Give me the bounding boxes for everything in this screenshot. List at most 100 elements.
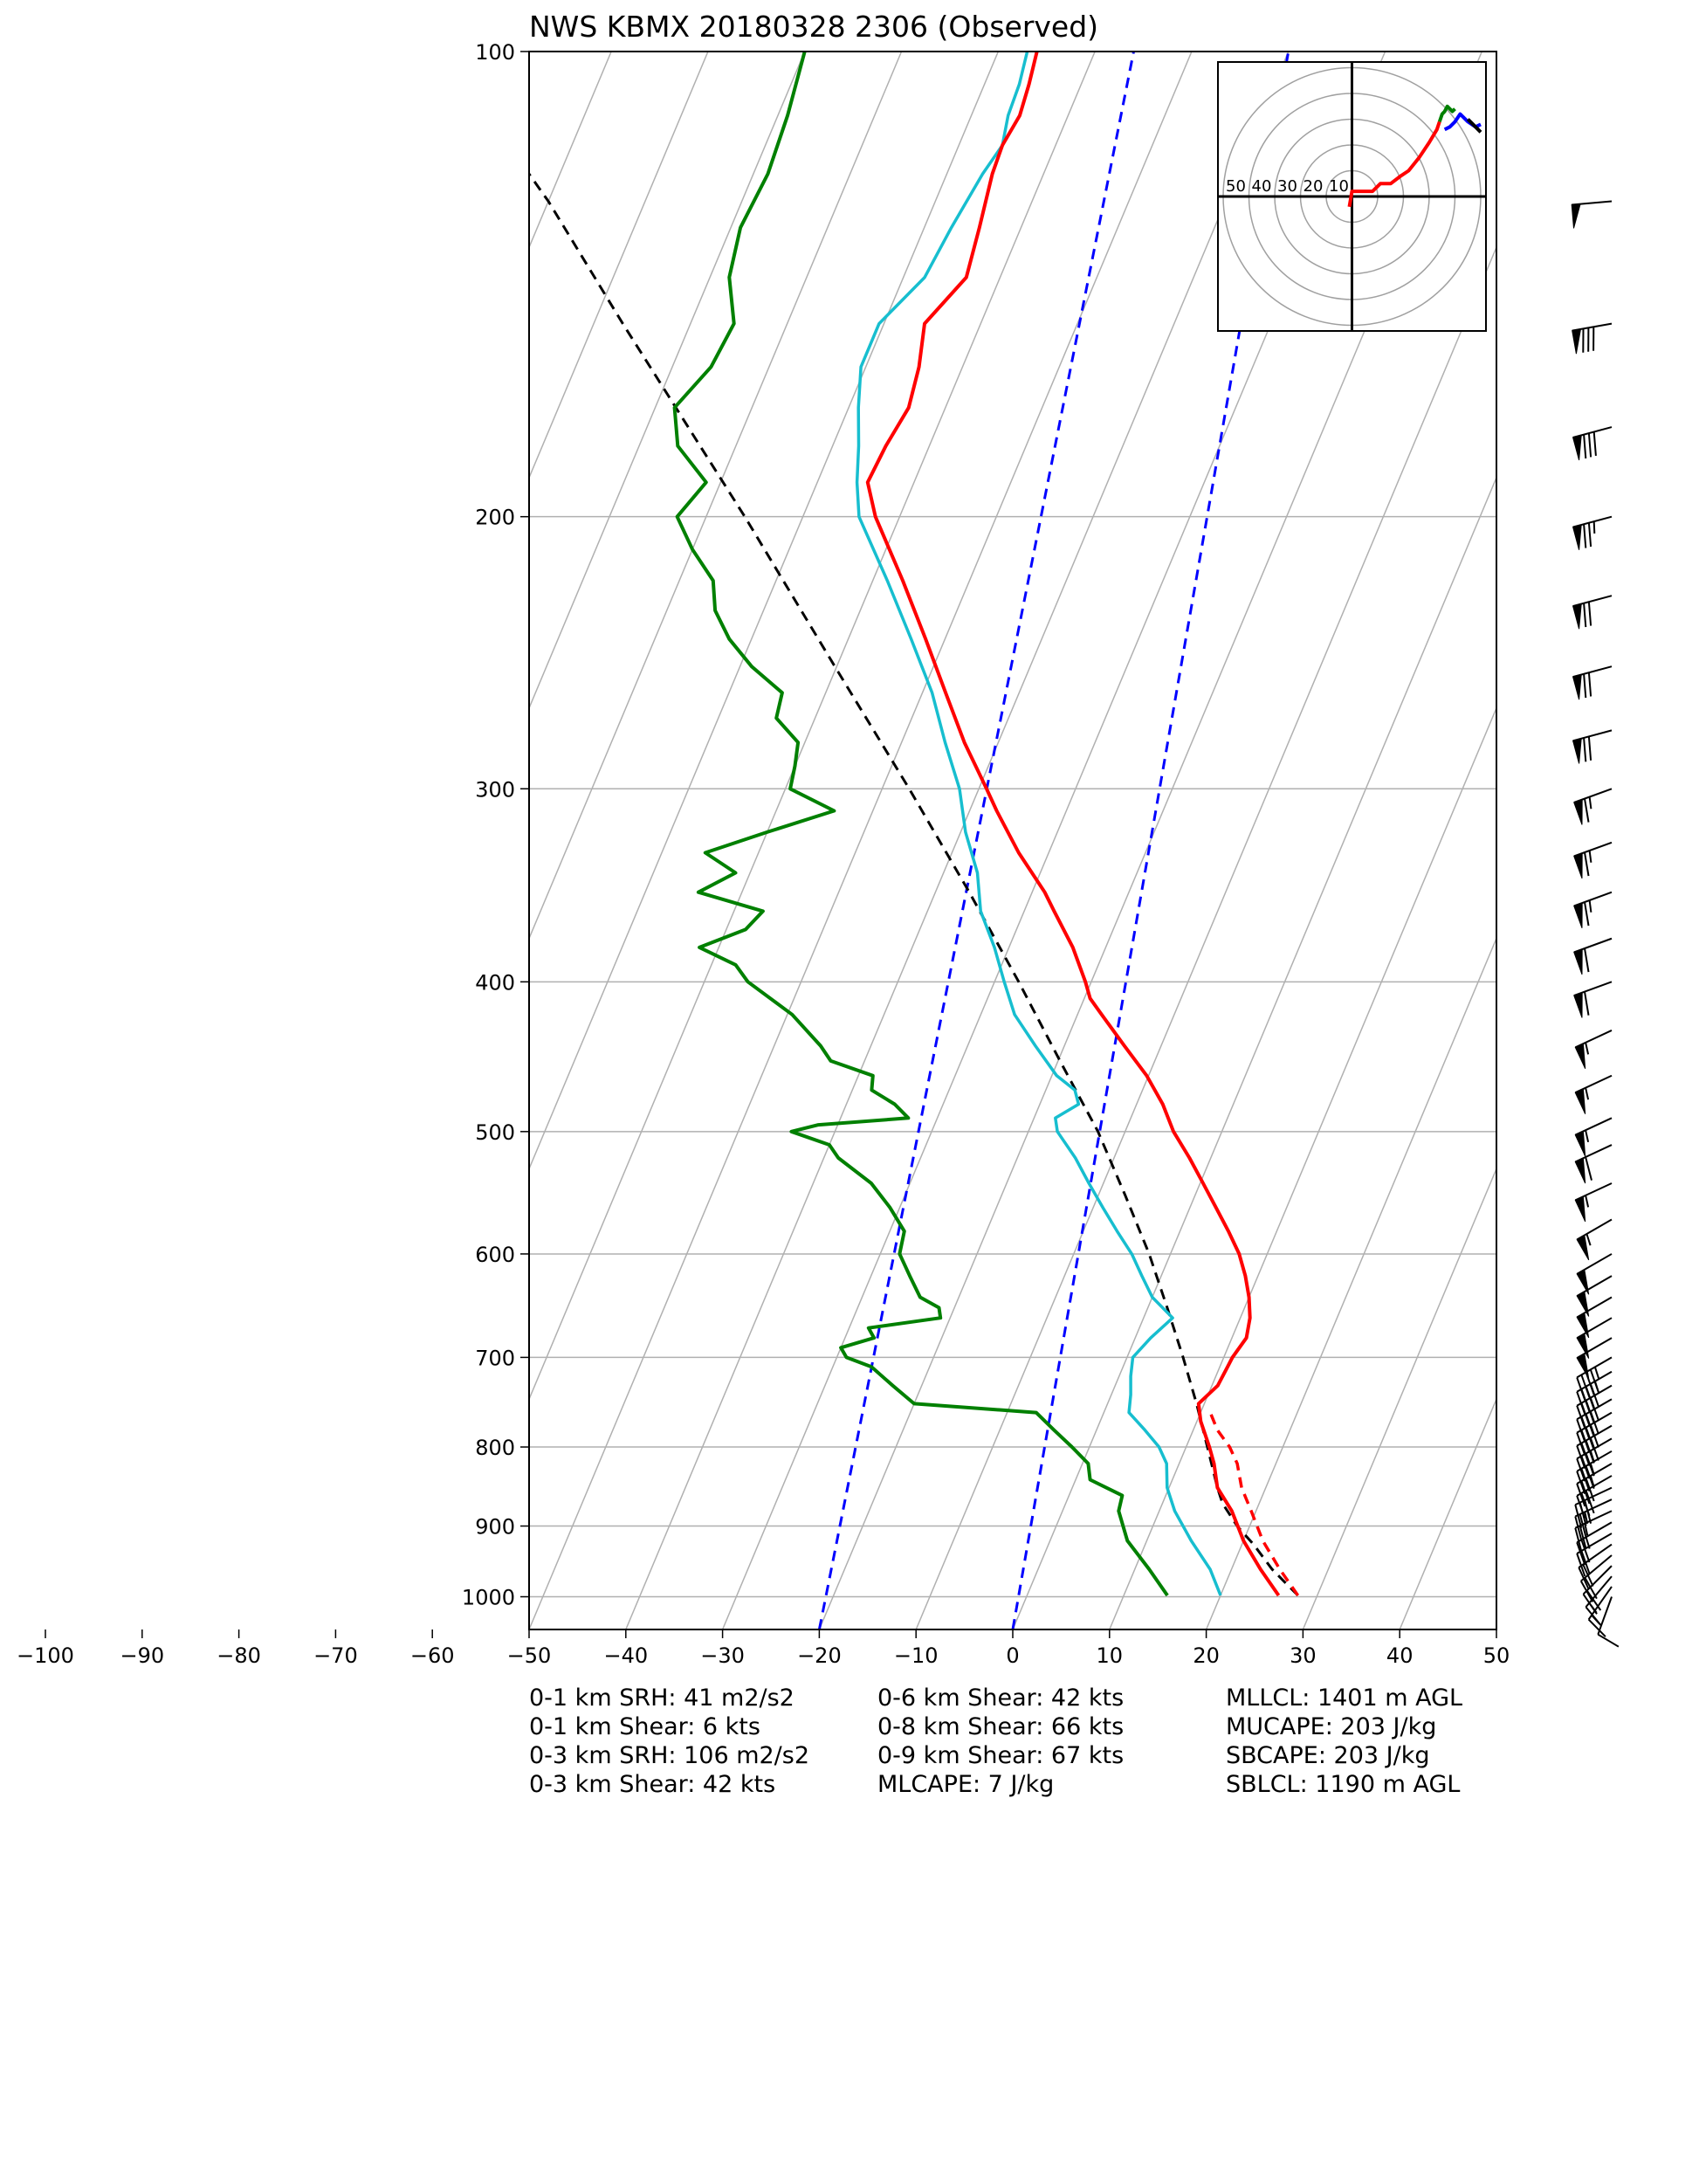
wind-barb-full: [1583, 603, 1587, 628]
wind-barb: [1576, 1337, 1613, 1379]
wind-barb-full: [1576, 1471, 1586, 1495]
wind-barb-full: [1587, 432, 1592, 458]
wind-barb-full: [1585, 1490, 1595, 1514]
wind-barb-flag: [1574, 1088, 1586, 1114]
isotherm-line: [625, 52, 1290, 1629]
isotherm-line: [529, 52, 1193, 1629]
wind-barb-full: [1574, 1527, 1583, 1552]
wind-barb-flag: [1573, 948, 1583, 975]
x-tick-label: −100: [17, 1643, 74, 1668]
wind-barb-full: [1580, 1539, 1591, 1563]
hodograph-inset: 50 40 30 20 10: [1217, 61, 1487, 332]
wind-barb-full: [1580, 1468, 1591, 1492]
x-tick-label: −50: [507, 1643, 552, 1668]
wind-barb-full: [1584, 947, 1590, 973]
wind-barb-flag: [1576, 1333, 1590, 1359]
x-tick-label: −80: [217, 1643, 261, 1668]
wind-barb-flag: [1573, 902, 1583, 928]
wind-barb-column: [1571, 200, 1620, 1648]
wind-barb-shaft: [1580, 1554, 1613, 1582]
isotherm-line: [529, 52, 1096, 1402]
reference-dashed-line: [817, 52, 1135, 1629]
pressure-axis: 100 200 300 400 500 600 700 800 900 1000: [462, 40, 529, 1610]
wind-barb-full: [1580, 1492, 1591, 1517]
x-tick-label: 10: [1097, 1643, 1124, 1668]
temperature-line: [865, 52, 1281, 1597]
wind-barb: [1573, 937, 1613, 975]
wind-barb-half: [1585, 1537, 1591, 1549]
sounding-traces: [529, 52, 1300, 1597]
stats-column-deep-shear: 0-6 km Shear: 42 kts 0-8 km Shear: 66 kt…: [877, 1684, 1124, 1799]
wind-barb-full: [1585, 1606, 1602, 1627]
wind-barb-full: [1585, 1156, 1592, 1181]
range-ring-label: 30: [1277, 177, 1297, 196]
chart-title: NWS KBMX 20180328 2306 (Observed): [529, 10, 1098, 44]
stat-mlcape: MLCAPE: 7 J/kg: [877, 1771, 1055, 1798]
wind-barb-full: [1576, 1377, 1586, 1401]
wind-barb-full: [1584, 991, 1590, 1016]
wind-barb-full: [1576, 1458, 1586, 1482]
stat-0-6km-shear: 0-6 km Shear: 42 kts: [877, 1685, 1125, 1712]
y-tick-label: 500: [475, 1120, 515, 1145]
wind-barb: [1574, 1498, 1613, 1540]
wind-barb: [1574, 1144, 1613, 1184]
wind-barb-half: [1593, 1367, 1600, 1379]
stat-0-1km-shear: 0-1 km Shear: 6 kts: [529, 1713, 760, 1740]
wind-barb-full: [1584, 901, 1590, 927]
y-tick-label: 800: [475, 1436, 515, 1460]
y-tick-label: 200: [475, 506, 515, 530]
wind-barb-full: [1579, 1581, 1594, 1602]
plot-grid: [0, 52, 1496, 1629]
stat-sbcape: SBCAPE: 203 J/kg: [1226, 1742, 1430, 1769]
wind-barb: [1572, 322, 1613, 355]
hodograph-plot: 50 40 30 20 10: [1218, 62, 1486, 331]
y-tick-label: 1000: [462, 1586, 515, 1610]
wind-barb-half: [1588, 899, 1592, 913]
wind-barb-flag: [1572, 738, 1582, 764]
wind-barb-full: [1592, 431, 1597, 456]
isotherm-line: [0, 52, 418, 1629]
wind-barb-full: [1580, 1480, 1591, 1505]
wind-barb: [1597, 1596, 1620, 1648]
x-tick-label: −10: [894, 1643, 939, 1668]
wind-barb: [1576, 1275, 1613, 1317]
wind-barb: [1576, 1296, 1613, 1339]
wind-barb-full: [1578, 1567, 1590, 1590]
stat-0-3km-shear: 0-3 km Shear: 42 kts: [529, 1771, 776, 1798]
wind-barb-half: [1585, 1042, 1590, 1055]
dewpoint-cyan-line: [855, 52, 1222, 1596]
x-tick-label: −40: [603, 1643, 648, 1668]
wind-barb: [1574, 1182, 1613, 1223]
stats-column-cape-lcl: MLLCL: 1401 m AGL MUCAPE: 203 J/kg SBCAP…: [1226, 1684, 1462, 1799]
wind-barb-half: [1585, 1130, 1590, 1143]
wind-barb-half: [1584, 1512, 1589, 1525]
isotherm-line: [529, 52, 806, 710]
range-ring-label: 10: [1329, 177, 1349, 196]
parcel-path-line: [529, 171, 1299, 1597]
isotherm-line: [529, 52, 903, 940]
isotherm-line: [1012, 476, 1496, 1629]
wind-barb-full: [1585, 1465, 1595, 1490]
wind-barb: [1572, 426, 1613, 461]
isotherm-line: [1109, 706, 1496, 1629]
wind-barb-half: [1585, 1195, 1590, 1208]
wind-barb-full: [1584, 798, 1590, 823]
x-tick-label: 40: [1386, 1643, 1414, 1668]
hodograph-trace: [1437, 104, 1456, 123]
isotherm-line: [0, 52, 224, 1629]
wind-barb-full: [1583, 673, 1587, 699]
wind-barb-half: [1586, 1233, 1592, 1246]
wind-barb: [1572, 515, 1613, 550]
wind-barb-full: [1574, 1504, 1583, 1528]
wind-barb-flag: [1572, 673, 1582, 700]
wind-barb-flag: [1573, 798, 1583, 825]
x-tick-label: 20: [1193, 1643, 1220, 1668]
isotherm-line: [0, 52, 321, 1629]
wind-barb: [1573, 841, 1613, 879]
wind-barb-flag: [1572, 328, 1582, 355]
wind-barb-flag: [1576, 1353, 1590, 1379]
wind-barb-full: [1579, 1513, 1587, 1538]
wind-barb-full: [1587, 672, 1592, 697]
y-tick-label: 700: [475, 1346, 515, 1370]
